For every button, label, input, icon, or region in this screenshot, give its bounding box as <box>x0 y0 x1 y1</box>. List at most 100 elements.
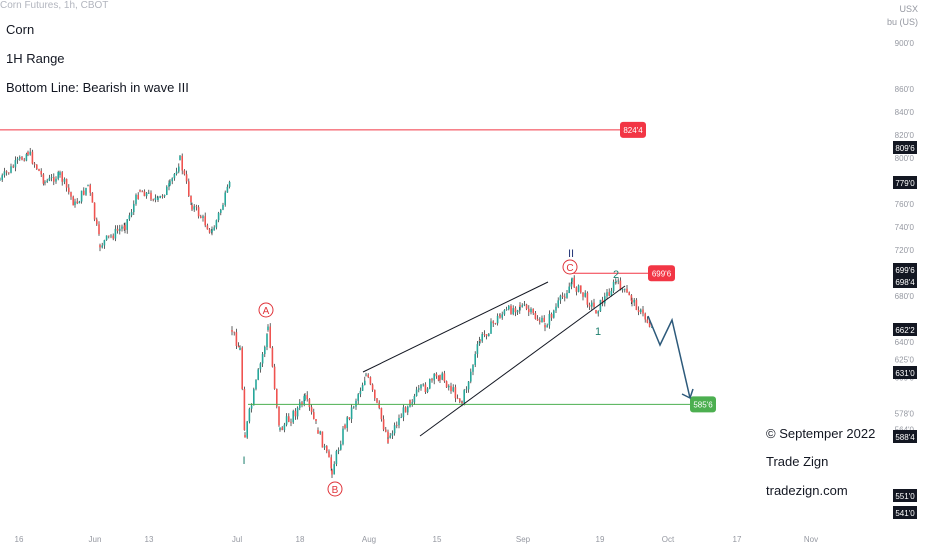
candle-body <box>235 332 238 346</box>
candle-body <box>571 277 573 282</box>
y-axis-tick-label: 680'0 <box>895 292 915 301</box>
candle-body <box>485 334 488 337</box>
y-axis-tick-label: 840'0 <box>895 108 915 117</box>
candle-body <box>68 187 70 193</box>
candle-body <box>126 219 128 230</box>
projection-arrowhead <box>681 388 694 400</box>
x-axis-tick-label: 18 <box>296 535 305 544</box>
candle-body <box>593 302 595 307</box>
candle-body <box>304 395 306 400</box>
candle-body <box>595 310 597 314</box>
candle-body <box>266 334 268 348</box>
candle-body <box>55 178 57 182</box>
candle-body <box>315 419 317 421</box>
candle-body <box>450 385 452 392</box>
candle-body <box>400 417 402 419</box>
candle-body <box>516 310 519 313</box>
candle-body <box>626 288 628 293</box>
candle-body <box>53 177 55 182</box>
candle-body <box>217 212 220 221</box>
candle-body <box>534 313 537 319</box>
candle-body <box>474 354 476 365</box>
candle-body <box>452 387 454 392</box>
candle-body <box>303 396 305 405</box>
price-label-box <box>893 430 917 443</box>
price-label-text: 541'0 <box>895 509 915 518</box>
candle-body <box>29 151 31 155</box>
candle-body <box>342 428 344 445</box>
candle-body <box>195 206 198 208</box>
x-axis-tick-label: 15 <box>433 535 442 544</box>
candle-body <box>376 398 378 403</box>
candle-body <box>241 347 243 389</box>
candle-body <box>116 228 119 231</box>
candle-body <box>624 288 626 290</box>
price-label-text: 698'4 <box>895 278 915 287</box>
candle-body <box>597 311 599 314</box>
candle-body <box>208 229 211 233</box>
candle-body <box>200 216 202 218</box>
candle-body <box>420 384 422 389</box>
candle-body <box>319 431 321 434</box>
candle-body <box>637 310 640 313</box>
price-label-text: 662'2 <box>895 326 915 335</box>
candle-body <box>505 309 508 311</box>
y-axis-tick-label: 564'0 <box>895 425 915 434</box>
candle-body <box>470 371 472 382</box>
candle-body <box>431 378 433 381</box>
candle-body <box>553 310 555 318</box>
y-axis-tick-label: 860'0 <box>895 85 915 94</box>
candle-body <box>220 209 222 213</box>
candlestick-series <box>0 147 653 479</box>
candle-body <box>523 304 526 306</box>
candle-body <box>371 384 374 390</box>
candle-body <box>490 321 492 334</box>
candle-body <box>326 446 328 452</box>
candle-body <box>479 340 481 342</box>
candle-body <box>644 313 646 320</box>
candle-body <box>496 315 499 324</box>
price-labels: 809'6 779'0 699'6 698'4 662'2 631'0 588'4 551'0… <box>893 141 917 519</box>
candle-body <box>608 292 610 296</box>
candle-body <box>418 388 420 390</box>
candle-body <box>1 175 3 180</box>
candle-body <box>83 190 85 195</box>
candle-body <box>599 299 602 312</box>
wedge-channel-lines <box>362 281 626 437</box>
y-axis-tick-label: 720'0 <box>895 246 915 255</box>
candle-body <box>619 280 622 291</box>
candle-body <box>119 228 121 231</box>
candle-body <box>528 308 530 313</box>
candle-body <box>555 306 557 311</box>
candle-body <box>492 321 494 324</box>
candle-body <box>580 285 582 293</box>
candle-body <box>231 330 233 332</box>
candle-body <box>224 192 226 205</box>
candle-body <box>246 421 248 438</box>
candle-body <box>437 376 440 381</box>
candle-body <box>16 158 19 161</box>
candle-body <box>621 289 624 291</box>
candle-body <box>178 166 180 172</box>
candle-body <box>391 433 394 436</box>
candle-body <box>387 431 389 443</box>
candle-body <box>25 154 28 161</box>
candle-body <box>202 216 204 218</box>
candle-body <box>110 235 112 237</box>
candle-body <box>197 207 200 217</box>
candle-body <box>193 206 195 210</box>
candle-body <box>135 194 137 204</box>
price-label-box <box>893 263 917 276</box>
candle-body <box>308 399 311 408</box>
wave-label-2: 2 <box>613 269 619 281</box>
candle-body <box>191 205 193 210</box>
candle-body <box>213 227 215 231</box>
candle-body <box>141 191 143 193</box>
candle-body <box>402 407 405 418</box>
wave-label-I: I <box>242 455 245 467</box>
candle-body <box>292 410 294 423</box>
candle-body <box>385 429 387 432</box>
candle-body <box>591 302 593 307</box>
